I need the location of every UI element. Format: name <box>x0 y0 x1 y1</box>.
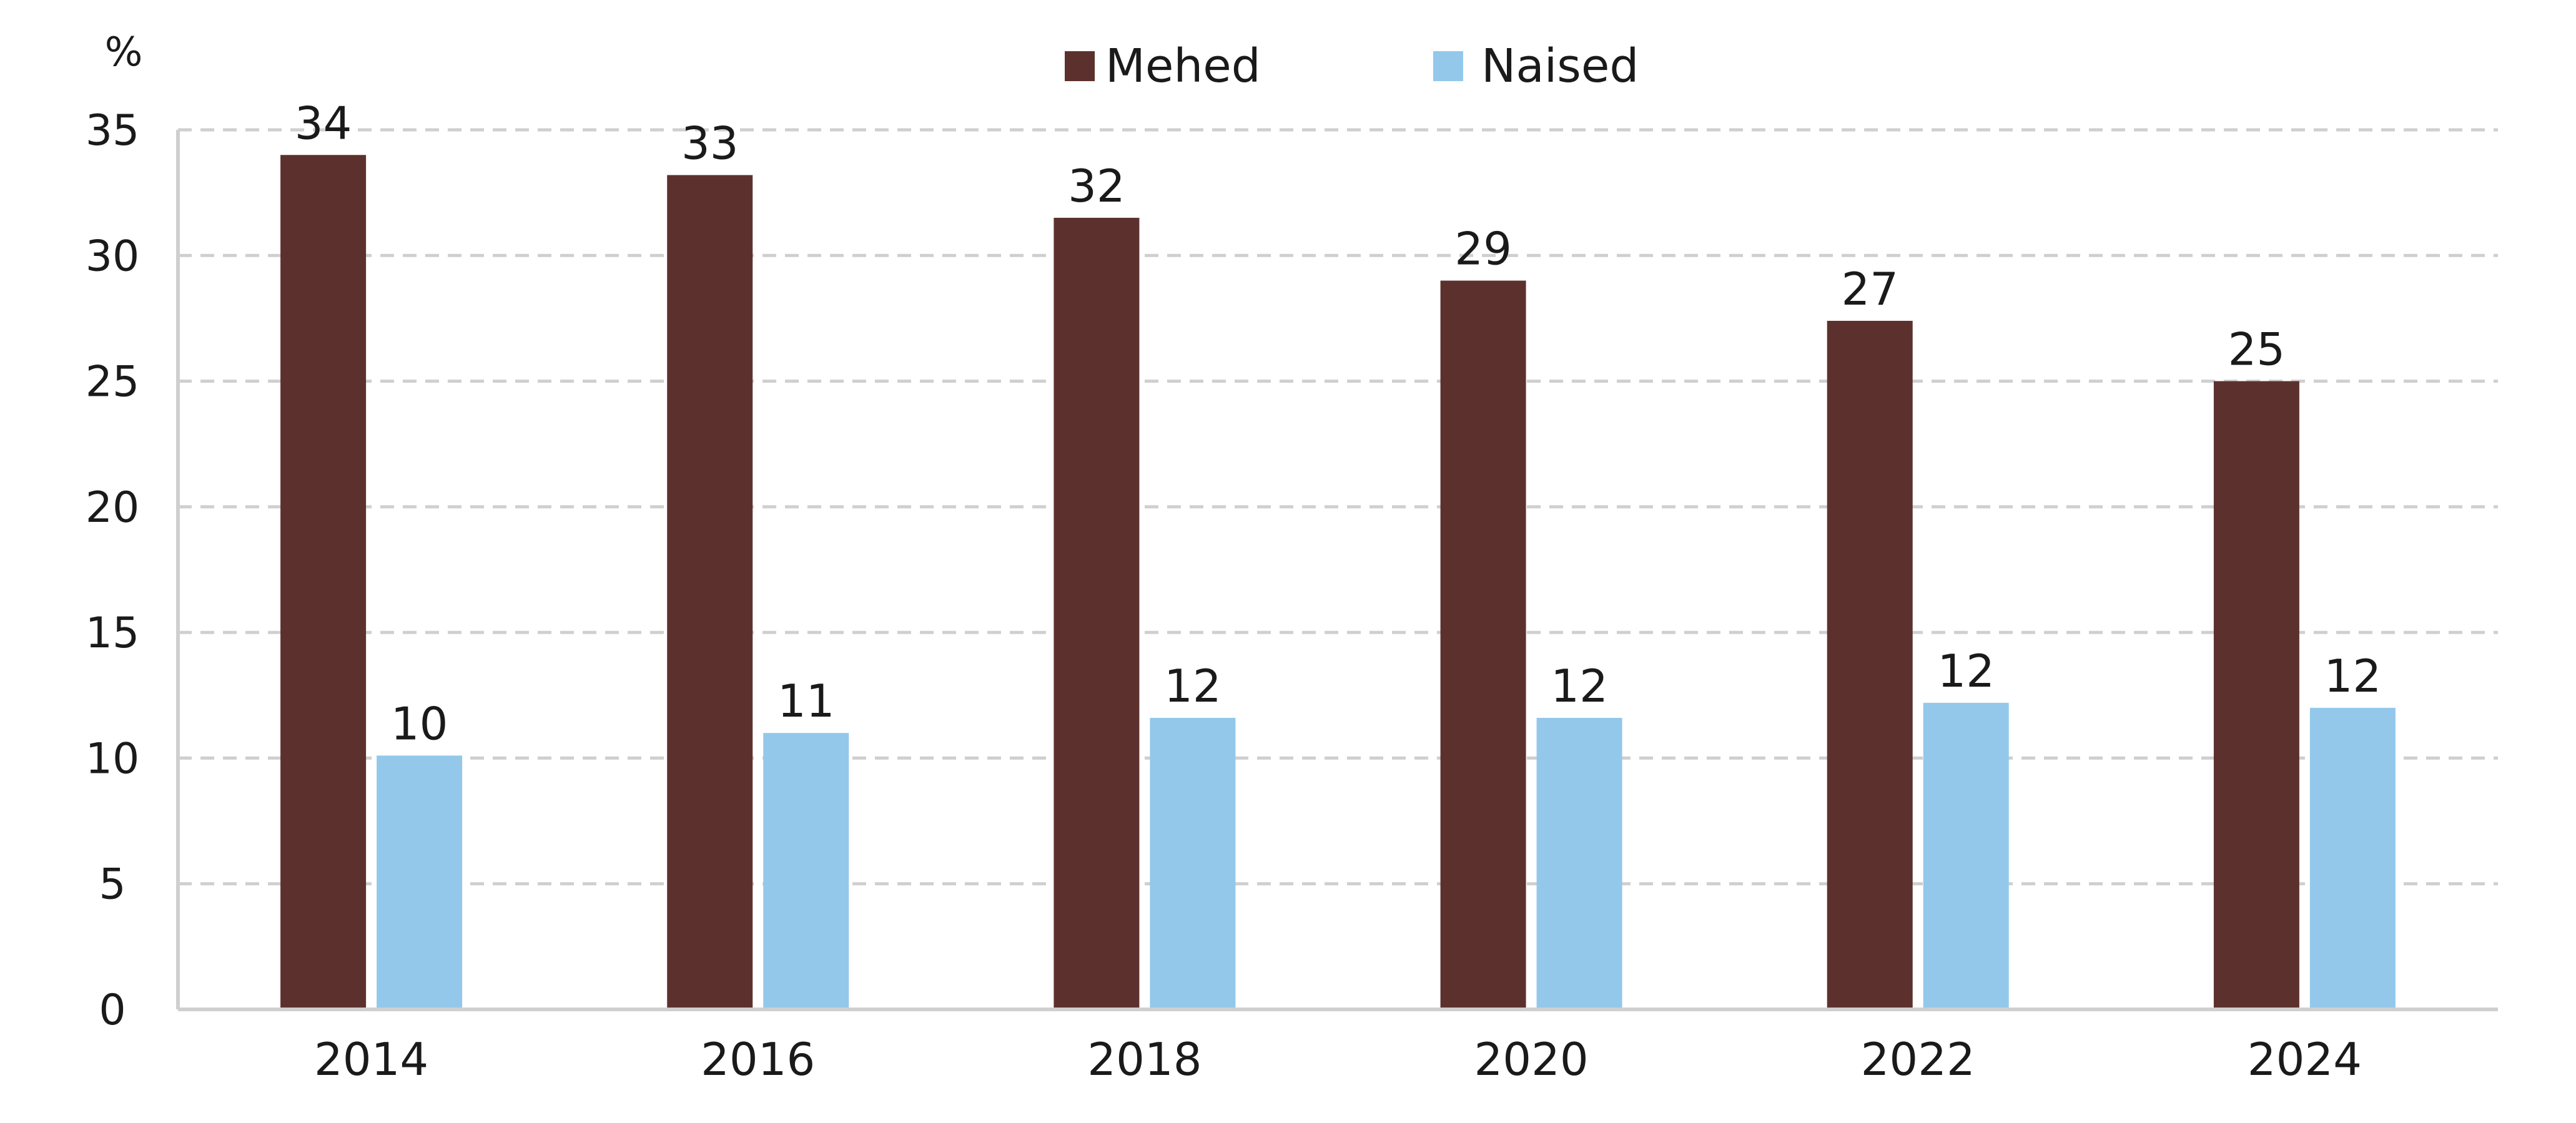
y-unit-label: % <box>105 29 143 76</box>
data-label-naised-2018: 12 <box>1164 660 1221 712</box>
legend: Mehed Naised <box>1065 39 1639 93</box>
data-labels: 34 10 33 11 32 12 29 12 27 12 25 12 <box>295 97 2381 750</box>
y-tick-label: 10 <box>86 734 140 783</box>
bar-naised-2018 <box>1150 718 1236 1009</box>
bar-mehed-2020 <box>1440 280 1526 1009</box>
bar-naised-2014 <box>377 755 463 1009</box>
bar-naised-2024 <box>2309 707 2396 1009</box>
data-label-naised-2024: 12 <box>2324 650 2382 702</box>
bar-naised-2020 <box>1536 718 1622 1009</box>
bar-mehed-2014 <box>280 155 367 1010</box>
data-label-naised-2020: 12 <box>1551 660 1608 712</box>
bars <box>280 155 2396 1010</box>
y-tick-label: 30 <box>86 232 140 281</box>
x-category-label: 2018 <box>1087 1033 1202 1086</box>
data-label-naised-2014: 10 <box>391 697 448 750</box>
data-label-mehed-2024: 25 <box>2228 323 2286 376</box>
data-label-mehed-2018: 32 <box>1068 160 1125 212</box>
y-tick-label: 25 <box>86 358 140 407</box>
y-tick-label: 35 <box>86 106 140 155</box>
data-label-naised-2016: 11 <box>777 675 835 727</box>
y-axis-ticks: 0 5 10 15 20 25 30 35 <box>86 106 140 1035</box>
legend-label-naised: Naised <box>1481 39 1639 93</box>
y-tick-label: 20 <box>86 483 140 532</box>
data-label-mehed-2022: 27 <box>1841 263 1898 315</box>
x-category-label: 2024 <box>2248 1033 2362 1086</box>
bar-naised-2016 <box>763 733 849 1009</box>
data-label-mehed-2014: 34 <box>295 97 352 149</box>
bar-mehed-2024 <box>2213 381 2299 1009</box>
x-category-label: 2022 <box>1861 1033 1975 1086</box>
bar-mehed-2022 <box>1827 320 1913 1009</box>
legend-label-mehed: Mehed <box>1105 39 1261 93</box>
bar-mehed-2018 <box>1054 217 1140 1009</box>
x-category-label: 2016 <box>701 1033 815 1086</box>
x-axis-categories: 2014 2016 2018 2020 2022 2024 <box>314 1033 2362 1086</box>
x-category-label: 2014 <box>314 1033 428 1086</box>
data-label-mehed-2016: 33 <box>681 117 739 169</box>
bar-mehed-2016 <box>667 175 753 1009</box>
y-tick-label: 15 <box>86 609 140 658</box>
y-tick-label: 0 <box>99 986 126 1035</box>
y-tick-label: 5 <box>99 860 126 910</box>
gridlines <box>178 128 2498 886</box>
legend-swatch-mehed <box>1065 51 1095 81</box>
legend-swatch-naised <box>1433 51 1463 81</box>
bar-naised-2022 <box>1923 702 2009 1009</box>
data-label-naised-2022: 12 <box>1937 645 1995 697</box>
x-category-label: 2020 <box>1474 1033 1588 1086</box>
axes <box>176 130 2498 1011</box>
data-label-mehed-2020: 29 <box>1454 223 1512 275</box>
